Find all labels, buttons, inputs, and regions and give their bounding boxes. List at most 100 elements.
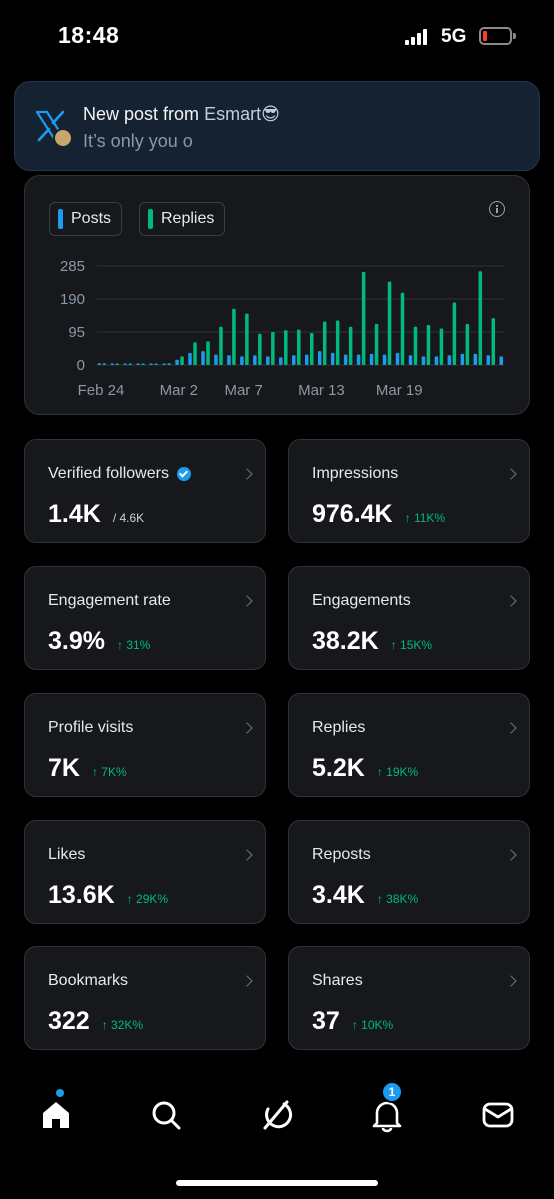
metric-value: 7K xyxy=(48,754,80,782)
legend-replies-swatch xyxy=(148,209,153,229)
notifications-icon[interactable]: 1 xyxy=(367,1081,407,1135)
posts-bar xyxy=(136,363,140,365)
metric-value-row: 38.2K ↑ 15K% xyxy=(312,627,432,656)
messages-icon[interactable] xyxy=(478,1095,518,1135)
info-icon[interactable] xyxy=(489,201,505,217)
status-time: 18:48 xyxy=(58,22,120,48)
metric-card-engagements[interactable]: Engagements 38.2K ↑ 15K% xyxy=(288,566,530,670)
search-icon[interactable] xyxy=(146,1095,186,1135)
posts-bar xyxy=(330,352,335,365)
posts-bar xyxy=(123,363,127,365)
replies-bar xyxy=(465,324,470,365)
replies-bar xyxy=(426,325,431,365)
metric-change: ↑ 10K% xyxy=(351,1018,394,1032)
replies-bar xyxy=(335,320,340,365)
replies-bar xyxy=(128,363,132,365)
activity-chart-card: Posts Replies 0 95 190 285 Feb 24 Mar 2 Mar 7 M… xyxy=(24,175,530,415)
posts-bar xyxy=(279,357,283,365)
posts-bar xyxy=(343,354,348,365)
bar-chart: 0 95 190 285 Feb 24 Mar 2 Mar 7 Mar 13 Mar 19 xyxy=(60,258,505,399)
replies-bar xyxy=(284,330,288,365)
replies-bar xyxy=(322,321,327,365)
chevron-right-icon xyxy=(241,849,253,861)
bottom-nav: 1 xyxy=(0,1081,554,1155)
replies-bar xyxy=(400,292,405,365)
metric-value-row: 976.4K ↑ 11K% xyxy=(312,500,445,529)
posts-bar xyxy=(499,356,503,365)
replies-bar xyxy=(206,341,210,365)
metric-change: ↑ 38K% xyxy=(376,892,419,906)
metric-value: 5.2K xyxy=(312,754,365,782)
posts-bar xyxy=(253,355,257,365)
metric-change: ↑ 15K% xyxy=(390,638,433,652)
x-tick-label: Mar 19 xyxy=(376,382,423,399)
posts-bar xyxy=(304,354,309,365)
metric-card-shares[interactable]: Shares 37 ↑ 10K% xyxy=(288,946,530,1050)
x-tick-label: Mar 2 xyxy=(160,382,198,399)
notification-banner[interactable]: New post from Esmart😎 It’s only you o xyxy=(14,81,540,171)
notification-author: Esmart😎 xyxy=(204,104,280,124)
metric-label: Reposts xyxy=(312,846,371,863)
metric-label: Bookmarks xyxy=(48,972,129,989)
metric-card-replies[interactable]: Replies 5.2K ↑ 19K% xyxy=(288,693,530,797)
posts-bar xyxy=(473,353,478,365)
replies-bar xyxy=(102,363,106,365)
replies-bar xyxy=(115,363,119,365)
posts-bar xyxy=(447,355,452,365)
replies-bar xyxy=(245,313,249,365)
y-tick-label: 190 xyxy=(60,291,85,308)
x-tick-label: Feb 24 xyxy=(78,382,125,399)
metric-change: ↑ 29K% xyxy=(126,892,169,906)
replies-bar xyxy=(348,326,353,365)
chevron-right-icon xyxy=(505,468,517,480)
metric-card-profile-visits[interactable]: Profile visits 7K ↑ 7K% xyxy=(24,693,266,797)
chevron-right-icon xyxy=(505,975,517,987)
home-indicator[interactable] xyxy=(176,1180,378,1186)
metric-label: Verified followers xyxy=(48,465,191,483)
posts-bar xyxy=(292,355,296,365)
x-tick-label: Mar 13 xyxy=(298,382,345,399)
posts-bar xyxy=(266,356,270,365)
metric-value-row: 5.2K ↑ 19K% xyxy=(312,754,418,783)
metric-card-reposts[interactable]: Reposts 3.4K ↑ 38K% xyxy=(288,820,530,924)
replies-bar xyxy=(374,324,379,365)
legend-posts[interactable]: Posts xyxy=(49,202,123,236)
replies-bar xyxy=(439,328,444,365)
metric-label: Engagement rate xyxy=(48,592,171,609)
posts-bar xyxy=(214,354,218,365)
metric-card-verified-followers[interactable]: Verified followers 1.4K / 4.6K xyxy=(24,439,266,543)
replies-bar xyxy=(141,363,145,365)
posts-bar xyxy=(162,363,166,365)
metric-card-engagement-rate[interactable]: Engagement rate 3.9% ↑ 31% xyxy=(24,566,266,670)
posts-bar xyxy=(356,354,361,365)
replies-bar xyxy=(387,281,392,365)
legend-replies[interactable]: Replies xyxy=(139,202,226,236)
metric-card-bookmarks[interactable]: Bookmarks 322 ↑ 32K% xyxy=(24,946,266,1050)
metric-value-row: 1.4K / 4.6K xyxy=(48,500,144,529)
signal-icon xyxy=(405,29,430,45)
replies-bar xyxy=(219,326,223,365)
verified-badge-icon xyxy=(176,467,191,481)
metric-change: ↑ 31% xyxy=(116,638,151,652)
metric-value: 38.2K xyxy=(312,627,379,655)
metric-change: ↑ 11K% xyxy=(404,511,446,525)
posts-bar xyxy=(188,352,192,365)
home-icon[interactable] xyxy=(36,1089,76,1135)
grok-icon[interactable] xyxy=(256,1095,296,1135)
metric-card-impressions[interactable]: Impressions 976.4K ↑ 11K% xyxy=(288,439,530,543)
metric-value: 322 xyxy=(48,1007,90,1035)
metric-value: 37 xyxy=(312,1007,340,1035)
metric-card-likes[interactable]: Likes 13.6K ↑ 29K% xyxy=(24,820,266,924)
replies-bar xyxy=(232,308,236,365)
replies-bar xyxy=(180,356,184,365)
metric-value: 3.4K xyxy=(312,881,365,909)
chevron-right-icon xyxy=(505,722,517,734)
metric-label: Replies xyxy=(312,719,366,736)
replies-bar xyxy=(491,318,496,365)
notification-count-badge: 1 xyxy=(381,1081,403,1103)
metric-value: 976.4K xyxy=(312,500,393,528)
metric-value: 13.6K xyxy=(48,881,115,909)
chevron-right-icon xyxy=(241,975,253,987)
posts-bar xyxy=(460,353,465,365)
x-tick-label: Mar 7 xyxy=(224,382,262,399)
